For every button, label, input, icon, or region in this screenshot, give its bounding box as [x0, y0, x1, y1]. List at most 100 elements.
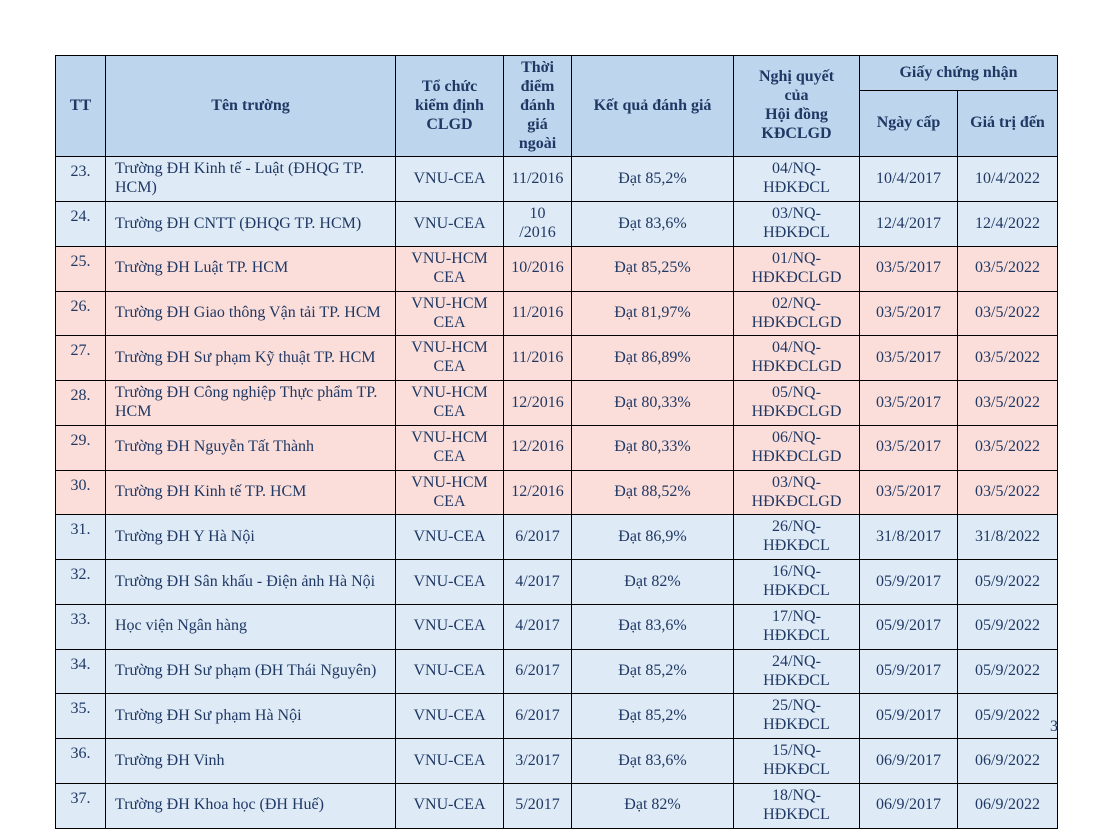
issue-date: 03/5/2017 [859, 290, 958, 337]
council-resolution: 24/NQ- HĐKĐCL [733, 648, 860, 695]
header-certificate: Giấy chứng nhận [859, 54, 1058, 92]
evaluation-time: 5/2017 [503, 782, 572, 829]
school-name: Trường ĐH Kinh tế TP. HCM [105, 469, 396, 516]
table-row: 36. Trường ĐH Vinh VNU-CEA 3/2017 Đạt 83… [55, 738, 1058, 784]
evaluation-result: Đạt 85,2% [571, 156, 734, 203]
council-resolution: 04/NQ- HĐKĐCLGD [733, 335, 860, 382]
evaluation-result: Đạt 82% [571, 782, 734, 829]
evaluation-result: Đạt 80,33% [571, 424, 734, 471]
school-name: Trường ĐH Vinh [105, 738, 396, 784]
row-number: 30. [55, 469, 106, 516]
evaluation-result: Đạt 85,25% [571, 245, 734, 292]
header-accrediting-org: Tổ chức kiểm định CLGD [395, 54, 504, 158]
evaluation-time: 11/2016 [503, 156, 572, 203]
school-name: Trường ĐH Công nghiệp Thực phẩm TP. HCM [105, 380, 396, 426]
school-name: Trường ĐH Y Hà Nội [105, 514, 396, 561]
school-name: Trường ĐH CNTT (ĐHQG TP. HCM) [105, 201, 396, 247]
table-row: 30. Trường ĐH Kinh tế TP. HCM VNU-HCM CE… [55, 469, 1058, 516]
accrediting-org: VNU-CEA [395, 648, 504, 695]
row-number: 32. [55, 559, 106, 605]
row-number: 24. [55, 201, 106, 247]
issue-date: 03/5/2017 [859, 424, 958, 471]
issue-date: 05/9/2017 [859, 693, 958, 740]
accrediting-org: VNU-HCM CEA [395, 290, 504, 337]
issue-date: 03/5/2017 [859, 469, 958, 516]
evaluation-time: 6/2017 [503, 693, 572, 740]
valid-until: 03/5/2022 [957, 335, 1058, 382]
table-row: 32. Trường ĐH Sân khấu - Điện ảnh Hà Nội… [55, 559, 1058, 605]
row-number: 33. [55, 603, 106, 650]
row-number: 36. [55, 738, 106, 784]
row-number: 31. [55, 514, 106, 561]
header-evaluation-result: Kết quả đánh giá [571, 54, 734, 158]
accrediting-org: VNU-CEA [395, 693, 504, 740]
issue-date: 03/5/2017 [859, 380, 958, 426]
school-name: Trường ĐH Nguyễn Tất Thành [105, 424, 396, 471]
evaluation-result: Đạt 83,6% [571, 603, 734, 650]
accrediting-org: VNU-HCM CEA [395, 245, 504, 292]
council-resolution: 16/NQ- HĐKĐCL [733, 559, 860, 605]
table-row: 28. Trường ĐH Công nghiệp Thực phẩm TP. … [55, 380, 1058, 426]
school-name: Trường ĐH Luật TP. HCM [105, 245, 396, 292]
valid-until: 10/4/2022 [957, 156, 1058, 203]
council-resolution: 25/NQ- HĐKĐCL [733, 693, 860, 740]
table-row: 29. Trường ĐH Nguyễn Tất Thành VNU-HCM C… [55, 424, 1058, 471]
evaluation-result: Đạt 88,52% [571, 469, 734, 516]
issue-date: 12/4/2017 [859, 201, 958, 247]
valid-until: 05/9/2022 [957, 648, 1058, 695]
valid-until: 03/5/2022 [957, 424, 1058, 471]
header-row-top: TT Tên trường Tổ chức kiểm định CLGD Thờ… [55, 54, 1058, 158]
accrediting-org: VNU-CEA [395, 514, 504, 561]
evaluation-time: 12/2016 [503, 424, 572, 471]
evaluation-time: 4/2017 [503, 603, 572, 650]
school-name: Trường ĐH Sân khấu - Điện ảnh Hà Nội [105, 559, 396, 605]
council-resolution: 04/NQ- HĐKĐCL [733, 156, 860, 203]
valid-until: 06/9/2022 [957, 782, 1058, 829]
accrediting-org: VNU-CEA [395, 559, 504, 605]
valid-until: 06/9/2022 [957, 738, 1058, 784]
evaluation-result: Đạt 80,33% [571, 380, 734, 426]
table-row: 25. Trường ĐH Luật TP. HCM VNU-HCM CEA 1… [55, 245, 1058, 292]
council-resolution: 26/NQ- HĐKĐCL [733, 514, 860, 561]
evaluation-result: Đạt 81,97% [571, 290, 734, 337]
evaluation-result: Đạt 85,2% [571, 648, 734, 695]
accrediting-org: VNU-CEA [395, 156, 504, 203]
issue-date: 10/4/2017 [859, 156, 958, 203]
council-resolution: 02/NQ- HĐKĐCLGD [733, 290, 860, 337]
evaluation-time: 12/2016 [503, 469, 572, 516]
issue-date: 05/9/2017 [859, 559, 958, 605]
header-school-name: Tên trường [105, 54, 396, 158]
issue-date: 06/9/2017 [859, 738, 958, 784]
school-name: Học viện Ngân hàng [105, 603, 396, 650]
header-evaluation-time: Thời điểm đánh giá ngoài [503, 54, 572, 158]
evaluation-result: Đạt 82% [571, 559, 734, 605]
valid-until: 12/4/2022 [957, 201, 1058, 247]
table-row: 24. Trường ĐH CNTT (ĐHQG TP. HCM) VNU-CE… [55, 201, 1058, 247]
school-name: Trường ĐH Sư phạm Kỹ thuật TP. HCM [105, 335, 396, 382]
issue-date: 31/8/2017 [859, 514, 958, 561]
council-resolution: 18/NQ- HĐKĐCL [733, 782, 860, 829]
school-name: Trường ĐH Sư phạm Hà Nội [105, 693, 396, 740]
school-name: Trường ĐH Giao thông Vận tải TP. HCM [105, 290, 396, 337]
row-number: 25. [55, 245, 106, 292]
row-number: 28. [55, 380, 106, 426]
council-resolution: 15/NQ- HĐKĐCL [733, 738, 860, 784]
accreditation-table: TT Tên trường Tổ chức kiểm định CLGD Thờ… [55, 54, 1058, 829]
evaluation-time: 3/2017 [503, 738, 572, 784]
header-tt: TT [55, 54, 106, 158]
accrediting-org: VNU-CEA [395, 782, 504, 829]
issue-date: 03/5/2017 [859, 245, 958, 292]
council-resolution: 03/NQ- HĐKĐCLGD [733, 469, 860, 516]
table-body: 23. Trường ĐH Kinh tế - Luật (ĐHQG TP. H… [55, 156, 1058, 829]
header-issue-date: Ngày cấp [859, 90, 958, 158]
row-number: 37. [55, 782, 106, 829]
evaluation-time: 11/2016 [503, 335, 572, 382]
accrediting-org: VNU-HCM CEA [395, 469, 504, 516]
row-number: 27. [55, 335, 106, 382]
valid-until: 03/5/2022 [957, 290, 1058, 337]
header-row-sub: Ngày cấp Giá trị đến [56, 90, 1058, 158]
row-number: 34. [55, 648, 106, 695]
evaluation-time: 4/2017 [503, 559, 572, 605]
accrediting-org: VNU-CEA [395, 738, 504, 784]
table-row: 33. Học viện Ngân hàng VNU-CEA 4/2017 Đạ… [55, 603, 1058, 650]
